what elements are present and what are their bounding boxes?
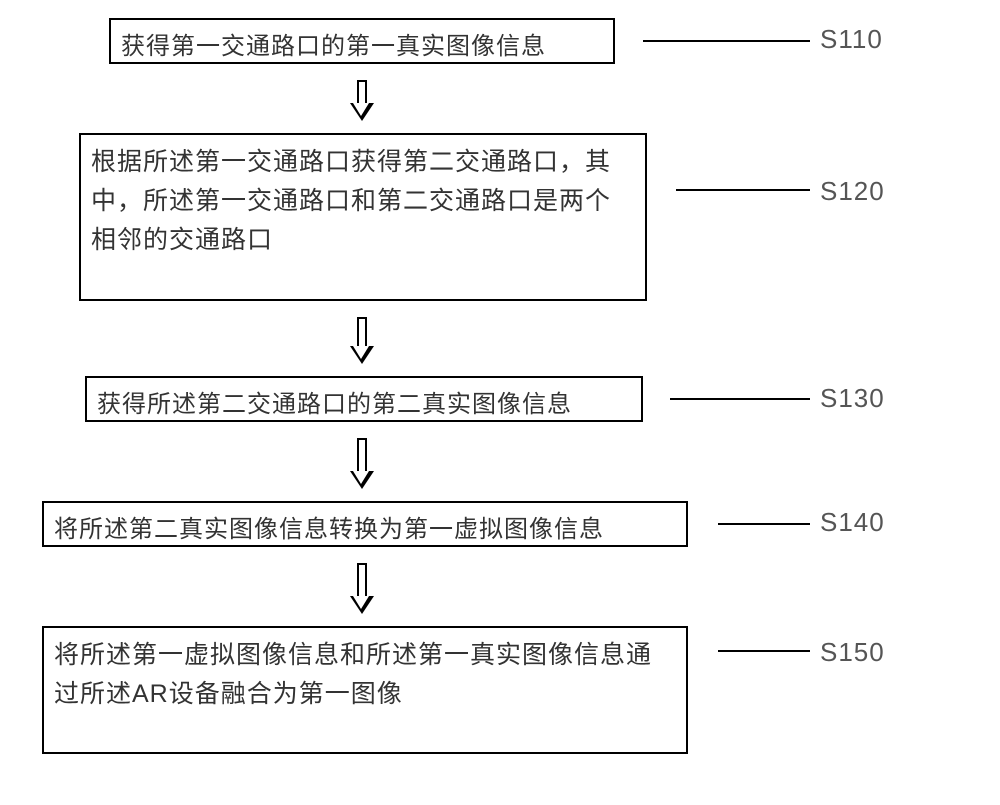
- flow-node-text: 根据所述第一交通路口获得第二交通路口，其中，所述第一交通路口和第二交通路口是两个…: [91, 143, 635, 259]
- step-label-n5: S150: [820, 637, 885, 668]
- flow-node-n1: 获得第一交通路口的第一真实图像信息: [109, 18, 615, 64]
- arrow-shaft-n2-n3: [357, 317, 367, 346]
- arrow-shaft-n4-n5: [357, 563, 367, 596]
- flow-node-n5: 将所述第一虚拟图像信息和所述第一真实图像信息通过所述AR设备融合为第一图像: [42, 626, 688, 754]
- flow-node-text: 将所述第一虚拟图像信息和所述第一真实图像信息通过所述AR设备融合为第一图像: [54, 636, 676, 714]
- step-label-n4: S140: [820, 507, 885, 538]
- step-label-n3: S130: [820, 383, 885, 414]
- arrow-shaft-n3-n4: [357, 438, 367, 471]
- step-label-n2: S120: [820, 176, 885, 207]
- label-connector-n1: [643, 40, 810, 42]
- flow-node-n2: 根据所述第一交通路口获得第二交通路口，其中，所述第一交通路口和第二交通路口是两个…: [79, 133, 647, 301]
- flow-node-text: 将所述第二真实图像信息转换为第一虚拟图像信息: [54, 511, 604, 548]
- flow-node-n4: 将所述第二真实图像信息转换为第一虚拟图像信息: [42, 501, 688, 547]
- label-connector-n3: [670, 398, 810, 400]
- flow-node-text: 获得所述第二交通路口的第二真实图像信息: [97, 386, 572, 423]
- flow-node-n3: 获得所述第二交通路口的第二真实图像信息: [85, 376, 643, 422]
- label-connector-n4: [718, 523, 810, 525]
- label-connector-n5: [718, 650, 810, 652]
- label-connector-n2: [676, 189, 810, 191]
- arrow-shaft-n1-n2: [357, 80, 367, 103]
- step-label-n1: S110: [820, 24, 883, 55]
- flow-node-text: 获得第一交通路口的第一真实图像信息: [121, 28, 546, 65]
